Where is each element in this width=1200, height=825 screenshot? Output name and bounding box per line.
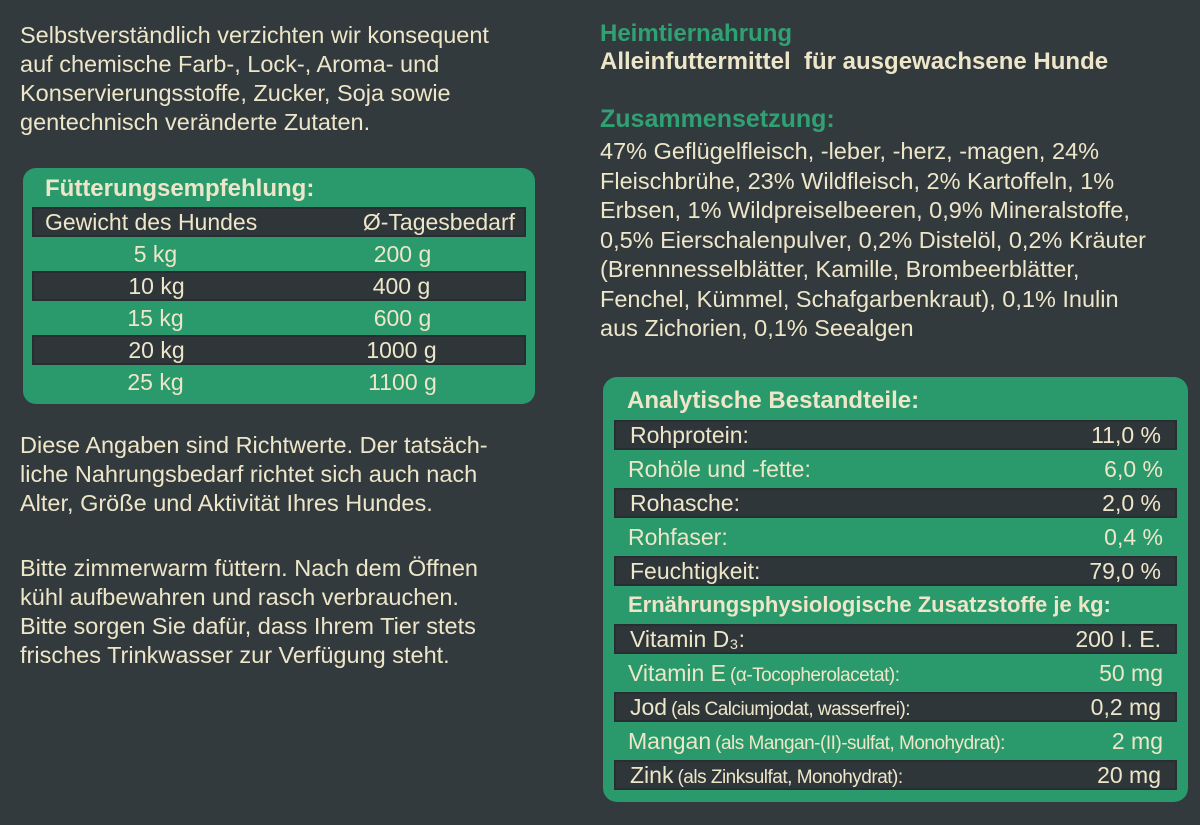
weight-cell: 25 kg (127, 368, 184, 395)
analysis-label-note: (als Calciumjodat, wasserfrei): (671, 698, 911, 720)
analysis-row: Rohasche: 2,0 % (614, 488, 1177, 518)
amount-cell: 600 g (373, 304, 432, 331)
analysis-value: 200 I. E. (1075, 625, 1161, 652)
intro-text: Selbstverständlich verzichten wir konseq… (20, 22, 489, 135)
analysis-row: Vitamin E (α-Tocopherolacetat): 50 mg (614, 658, 1177, 688)
analysis-value: 79,0 % (1089, 557, 1161, 584)
analysis-row: Rohprotein: 11,0 % (614, 420, 1177, 450)
analysis-label: Mangan (628, 727, 712, 754)
table-row: 20 kg 1000 g (32, 335, 526, 365)
analysis-label: Rohfaser: (628, 523, 728, 550)
analysis-row: Jod (als Calciumjodat, wasserfrei): 0,2 m… (614, 692, 1177, 722)
composition-text: 47% Geflügelfleisch, -leber, -herz, -mag… (600, 138, 1147, 341)
analysis-label: Vitamin D₃: (630, 625, 746, 652)
amount-cell: 400 g (372, 272, 431, 299)
analysis-value: 0,4 % (1104, 523, 1163, 550)
analysis-row: Mangan (als Mangan-(II)-sulfat, Monohydra… (614, 726, 1177, 756)
daily-need-column-header: Ø-Tagesbedarf (362, 208, 515, 235)
analysis-row: Feuchtigkeit: 79,0 % (614, 556, 1177, 586)
guideline-note: Diese Angaben sind Richtwerte. Der tatsä… (20, 432, 488, 516)
category-heading: Heimtiernahrung (600, 20, 793, 47)
analysis-table: Analytische Bestandteile: Rohprotein: 11… (603, 377, 1188, 802)
analysis-label: Vitamin E (628, 659, 727, 686)
analysis-value: 6,0 % (1104, 455, 1163, 482)
analysis-label: Feuchtigkeit: (630, 557, 761, 584)
table-row: 25 kg 1100 g (32, 367, 526, 397)
analysis-row: Vitamin D₃: 200 I. E. (614, 624, 1177, 654)
table-row: 15 kg 600 g (32, 303, 526, 333)
storage-note: Bitte zimmerwarm füttern. Nach dem Öffne… (20, 555, 478, 668)
analysis-label: Rohöle und -fette: (628, 455, 811, 482)
weight-cell: 15 kg (127, 304, 184, 331)
analysis-table-title: Analytische Bestandteile: (627, 387, 920, 414)
analysis-row: Rohfaser: 0,4 % (614, 522, 1177, 552)
analysis-value: 50 mg (1099, 659, 1163, 686)
table-row: 5 kg 200 g (32, 239, 526, 269)
analysis-label: Rohasche: (630, 489, 740, 516)
feeding-table: Fütterungsempfehlung: Gewicht des Hundes… (23, 168, 535, 404)
analysis-value: 2,0 % (1102, 489, 1161, 516)
weight-cell: 10 kg (128, 272, 185, 299)
additives-heading: Ernährungsphysiologische Zusatzstoffe je… (628, 592, 1111, 617)
analysis-value: 2 mg (1111, 727, 1163, 754)
amount-cell: 1000 g (366, 336, 437, 363)
analysis-label: Zink (630, 761, 674, 788)
analysis-value: 11,0 % (1091, 421, 1161, 448)
weight-column-header: Gewicht des Hundes (45, 208, 258, 235)
composition-heading: Zusammensetzung: (600, 105, 835, 133)
analysis-row: Zink (als Zinksulfat, Monohydrat): 20 mg (614, 760, 1177, 790)
analysis-label: Jod (630, 693, 668, 720)
analysis-label: Rohprotein: (630, 421, 749, 448)
table-row: 10 kg 400 g (32, 271, 526, 301)
feeding-header-row: Gewicht des Hundes Ø-Tagesbedarf (32, 207, 526, 237)
amount-cell: 1100 g (368, 368, 437, 395)
amount-cell: 200 g (373, 240, 432, 267)
analysis-row: Rohöle und -fette: 6,0 % (614, 454, 1177, 484)
analysis-label-note: (als Zinksulfat, Monohydrat): (677, 766, 903, 788)
analysis-value: 20 mg (1097, 761, 1161, 788)
analysis-label-note: (als Mangan-(II)-sulfat, Monohydrat): (715, 732, 1005, 754)
feeding-table-title: Fütterungsempfehlung: (45, 175, 315, 202)
analysis-value: 0,2 mg (1090, 693, 1161, 720)
weight-cell: 20 kg (128, 336, 185, 363)
weight-cell: 5 kg (133, 240, 178, 267)
analysis-label-note: (α-Tocopherolacetat): (730, 664, 900, 686)
product-type-heading: Alleinfuttermittel für ausgewachsene Hun… (600, 48, 1109, 75)
